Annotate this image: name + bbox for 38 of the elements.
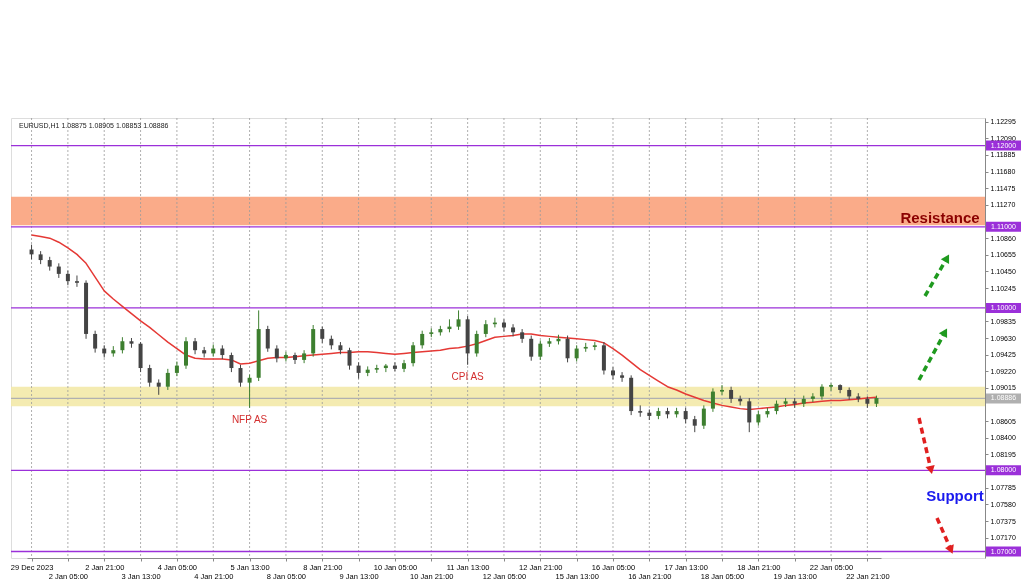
candlestick <box>174 361 179 377</box>
candlestick <box>74 274 79 288</box>
text: Support <box>926 487 984 504</box>
candlestick <box>701 404 706 430</box>
candlestick <box>720 384 725 396</box>
candlestick <box>238 364 243 388</box>
candlestick <box>520 328 525 344</box>
candlestick <box>620 371 625 383</box>
candlestick <box>710 387 715 413</box>
candlestick <box>411 341 416 367</box>
candlestick <box>265 325 270 353</box>
candlestick <box>529 335 534 362</box>
candlestick <box>511 323 516 337</box>
candlestick <box>293 352 298 365</box>
candlestick <box>283 351 288 363</box>
candlestick <box>810 392 815 403</box>
candlestick <box>402 359 407 373</box>
candlestick <box>65 270 70 286</box>
candlestick <box>392 361 397 372</box>
candlestick <box>347 347 352 371</box>
annotation: CPI AS <box>451 370 485 382</box>
text: Resistance <box>900 209 980 226</box>
annotation: NFP AS <box>231 413 268 425</box>
candlestick <box>474 330 479 358</box>
candlestick <box>93 330 98 354</box>
candlestick <box>247 374 252 409</box>
candlestick <box>538 339 543 361</box>
candlestick <box>819 383 824 401</box>
candlestick <box>747 397 752 433</box>
candlestick <box>302 349 307 364</box>
candlestick <box>610 366 615 380</box>
candlestick <box>147 364 152 388</box>
candlestick <box>456 309 461 331</box>
candlestick <box>229 352 234 373</box>
candlestick <box>565 335 570 363</box>
candlestick <box>638 404 643 418</box>
candlestick <box>165 368 170 391</box>
candlestick <box>829 382 834 392</box>
